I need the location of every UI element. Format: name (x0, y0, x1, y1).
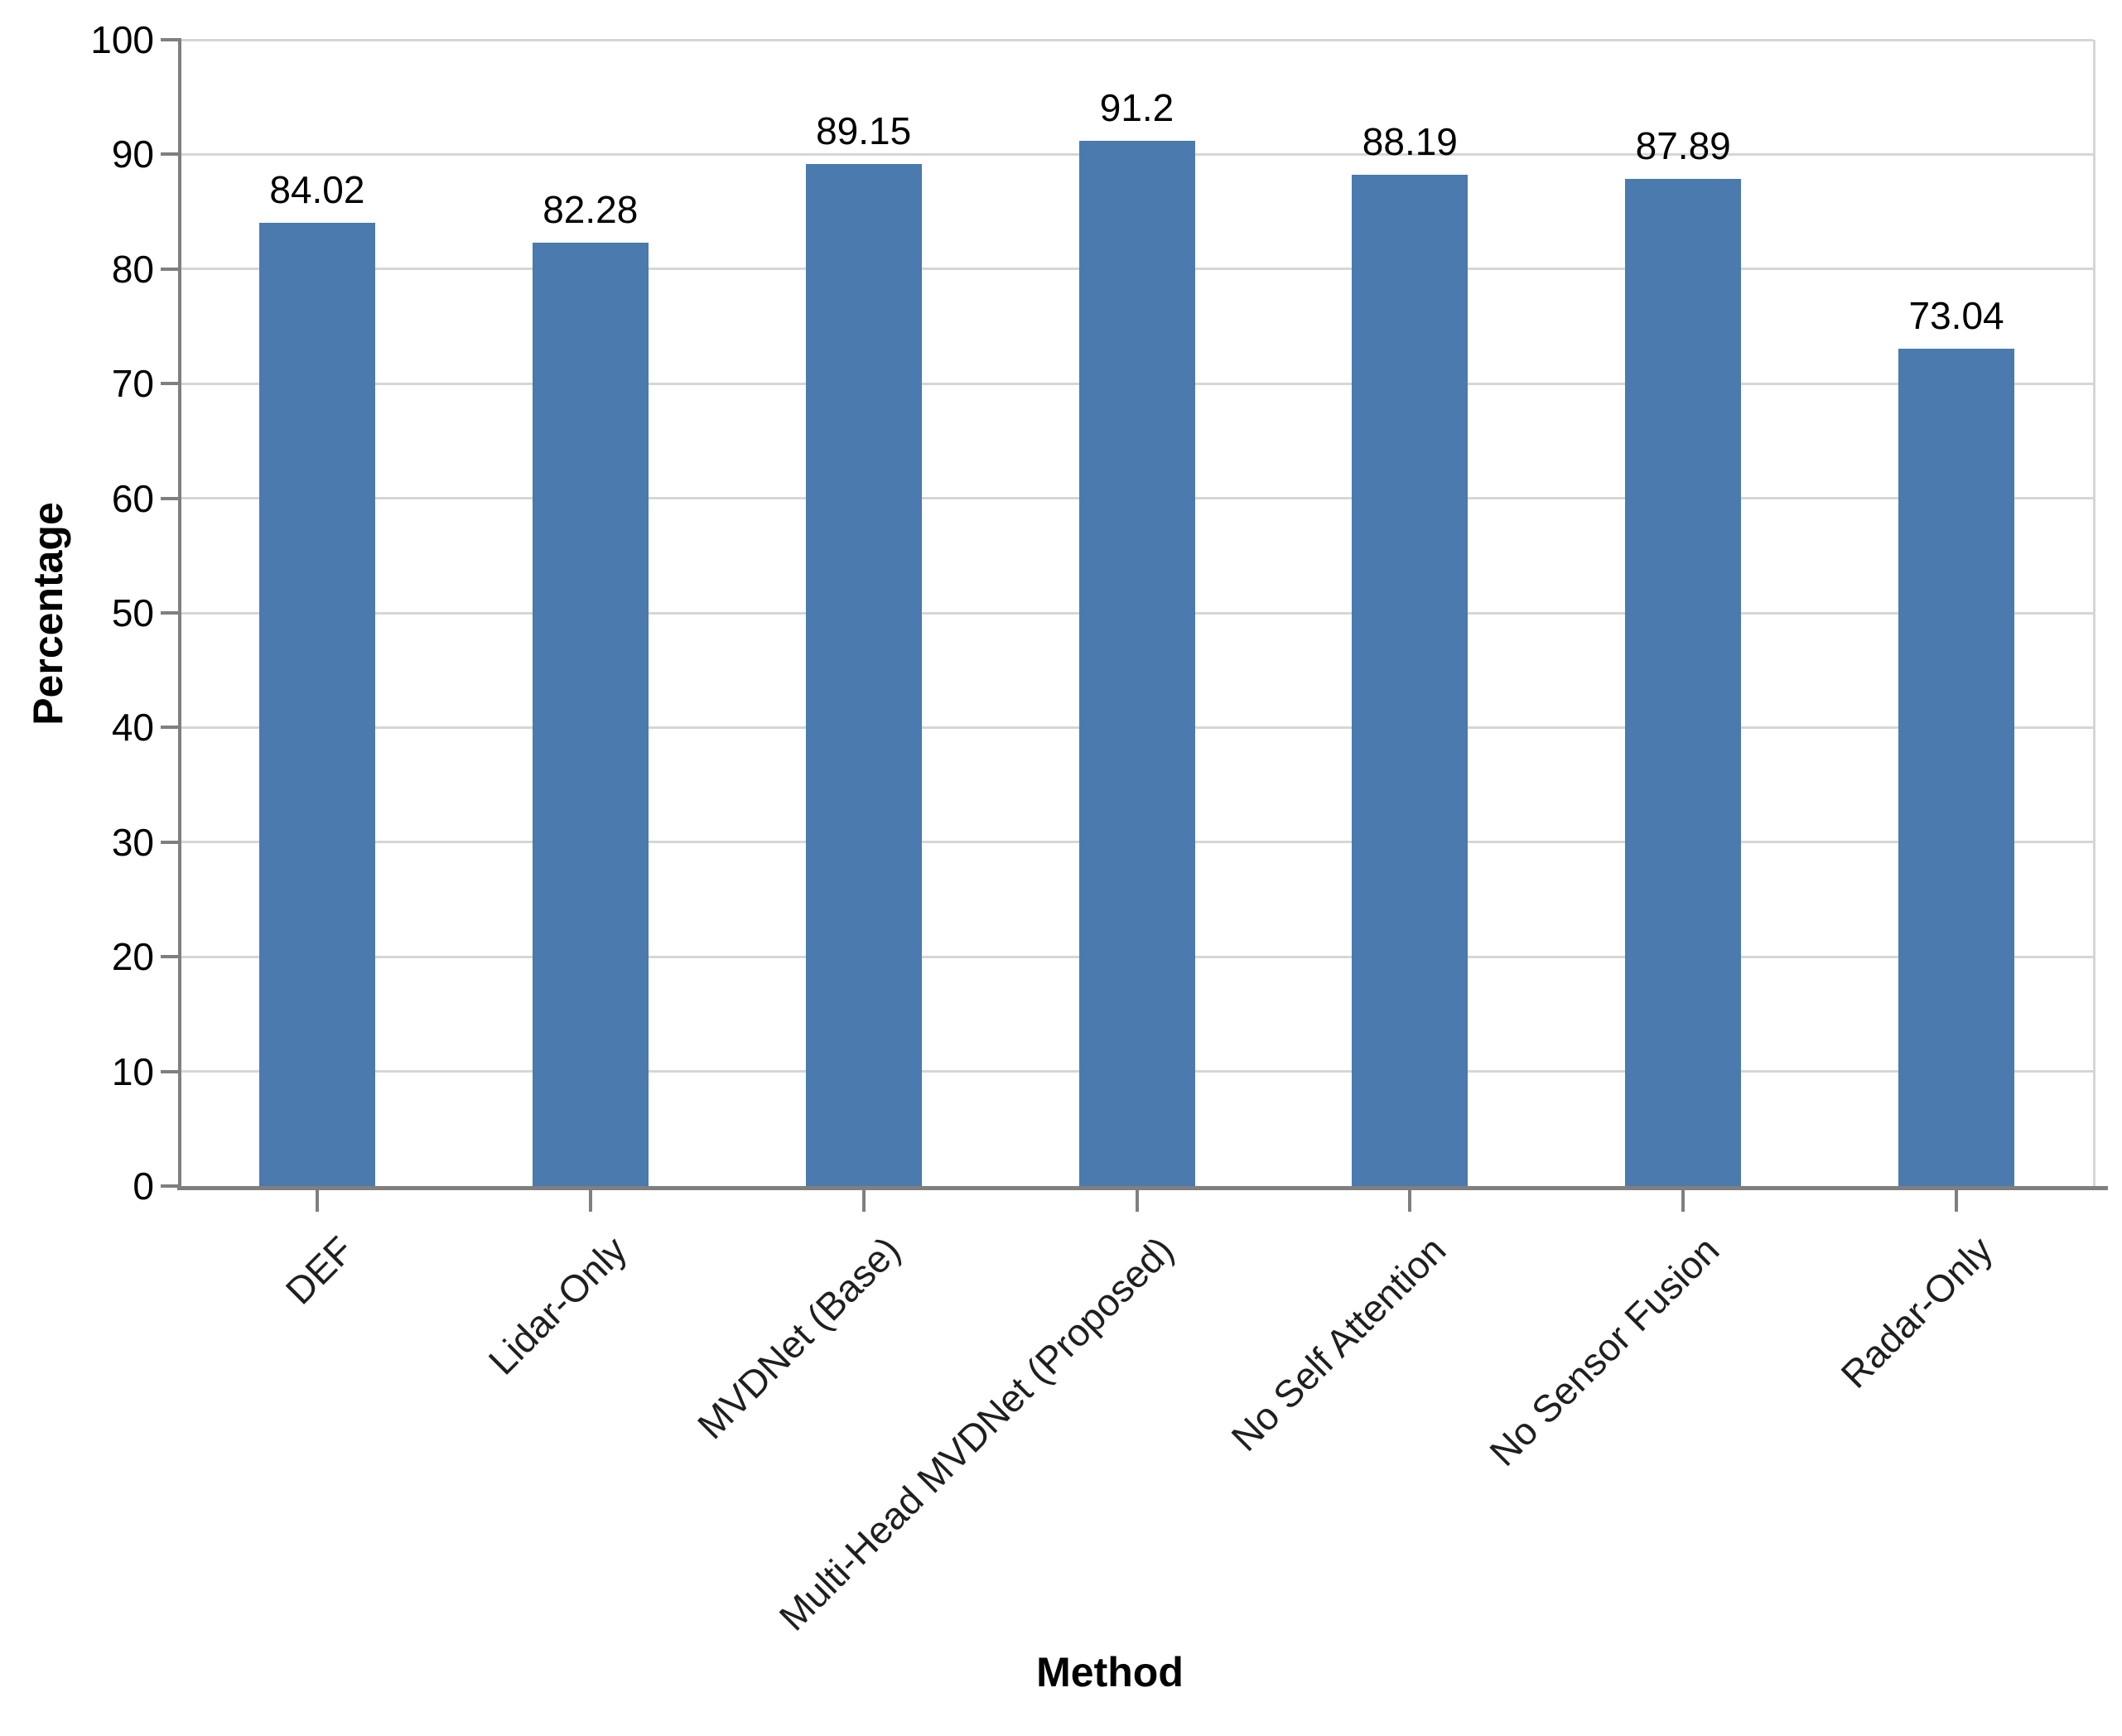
y-tick (161, 726, 179, 730)
x-tick-label: Radar-Only (1832, 1227, 2001, 1396)
y-tick (161, 1069, 179, 1073)
bar (258, 223, 375, 1186)
y-tick (161, 267, 179, 271)
y-tick (161, 152, 179, 157)
x-axis-line (177, 1186, 2108, 1190)
bar (1078, 140, 1195, 1186)
bar (1898, 349, 2015, 1186)
x-tick (1681, 1190, 1686, 1212)
y-tick-label: 40 (111, 706, 154, 750)
bar-value-label: 91.2 (1099, 85, 1174, 129)
bar-value-label: 89.15 (816, 109, 912, 153)
y-tick-label: 90 (111, 133, 154, 176)
y-tick-label: 20 (111, 935, 154, 979)
x-tick-label: Lidar-Only (480, 1227, 635, 1383)
plot-right-border (2093, 40, 2095, 1186)
y-tick-label: 10 (111, 1049, 154, 1093)
gridline (181, 38, 2093, 41)
y-tick-label: 100 (90, 18, 154, 61)
x-tick-label: No Sensor Fusion (1481, 1227, 1728, 1474)
y-tick (161, 611, 179, 615)
y-tick-label: 30 (111, 820, 154, 864)
bar-value-label: 87.89 (1635, 123, 1731, 167)
bar (805, 164, 922, 1186)
y-tick-label: 80 (111, 247, 154, 291)
x-tick (1408, 1190, 1412, 1212)
bar (1352, 175, 1469, 1186)
y-tick-label: 60 (111, 476, 154, 520)
bar-value-label: 73.04 (1908, 294, 2004, 338)
y-tick (161, 840, 179, 844)
x-tick (861, 1190, 866, 1212)
y-tick (161, 1184, 179, 1188)
y-tick (161, 38, 179, 41)
y-tick-label: 70 (111, 362, 154, 406)
y-tick-label: 50 (111, 591, 154, 634)
x-tick (315, 1190, 319, 1212)
bar-value-label: 88.19 (1362, 120, 1458, 164)
x-tick (1135, 1190, 1139, 1212)
y-tick (161, 955, 179, 959)
x-tick (588, 1190, 592, 1212)
y-tick (161, 496, 179, 500)
x-tick-label: MVDNet (Base) (688, 1227, 909, 1448)
x-axis-title: Method (1036, 1649, 1184, 1695)
y-tick-label: 0 (133, 1165, 154, 1208)
bar (532, 243, 649, 1186)
bar-value-label: 84.02 (269, 168, 365, 212)
bar-value-label: 82.28 (543, 188, 639, 232)
x-tick (1955, 1190, 1959, 1212)
bar (1625, 178, 1742, 1186)
x-tick-label: DEF (277, 1227, 362, 1313)
y-tick (161, 382, 179, 386)
x-tick-label: No Self Attention (1223, 1227, 1454, 1459)
y-axis-line (178, 38, 181, 1189)
